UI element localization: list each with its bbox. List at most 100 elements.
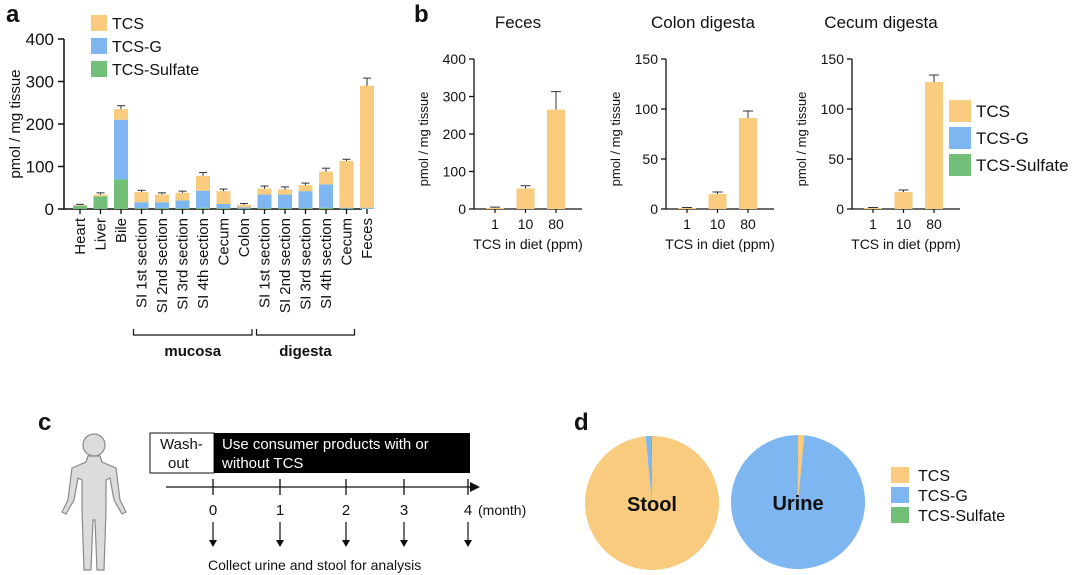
b2-y-tick-label: 100 — [635, 101, 659, 117]
timeline-tick-label: 2 — [342, 502, 350, 519]
b1-y-tick-label: 0 — [458, 201, 466, 217]
d-pie1-slice-tcs-sulfate — [650, 436, 652, 503]
b1-y-axis-label: pmol / mg tissue — [416, 92, 431, 187]
b1-y-tick-label: 200 — [443, 126, 467, 142]
b1-title: Feces — [495, 13, 541, 32]
a-bar-tcs-g — [339, 207, 354, 209]
b3-bar-tcs — [864, 208, 882, 209]
a-bar-tcs-sulfate — [298, 208, 313, 209]
b-legend-label-tcs: TCS — [976, 102, 1010, 121]
b2-y-tick-label: 0 — [650, 201, 658, 217]
a-bar-tcs — [237, 204, 251, 208]
a-x-tick-label: Feces — [359, 218, 376, 259]
a-bar-tcs-sulfate — [257, 208, 272, 209]
b3-bar-tcs — [894, 192, 913, 209]
a-group-bracket — [255, 329, 356, 336]
timeline: Wash- out Use consumer products with or … — [149, 432, 526, 573]
timeline-tick-label: 4 — [464, 502, 472, 519]
a-legend-label-tcs: TCS — [112, 16, 144, 33]
a-group-label-digesta: digesta — [279, 343, 332, 360]
b1-y-tick-label: 400 — [443, 51, 467, 67]
a-x-tick-label: SI 3rd section — [175, 218, 192, 310]
a-bar-tcs-g — [114, 119, 128, 180]
a-bar-tcs — [134, 192, 149, 203]
a-bar-tcs-sulfate — [216, 208, 231, 209]
b-legend-swatch-tcs — [949, 100, 971, 122]
a-x-tick-label: Cecum — [216, 218, 233, 266]
panel-label-b: b — [414, 1, 429, 28]
b2-y-tick-label: 150 — [635, 51, 659, 67]
a-bar-tcs-g — [196, 190, 210, 208]
d-legend-label-tcs-sulfate: TCS-Sulfate — [918, 508, 1005, 525]
d-pie1-slice-tcs — [585, 436, 720, 570]
washout-box — [149, 432, 215, 474]
panel-a-stacked-bar-chart: 0 100 200 300 400 pmol / mg tissue Heart Liver B… — [7, 15, 376, 360]
a-bar-tcs-g — [257, 194, 272, 209]
d-pie2-slice-tcs-sulfate — [797, 435, 798, 502]
b3-y-tick-label: 150 — [821, 51, 845, 67]
b2-x-tick-label: 80 — [740, 216, 756, 232]
b1-x-tick-label: 1 — [491, 216, 499, 232]
a-legend-swatch-tcs-g — [91, 38, 107, 54]
b3-y-tick-label: 0 — [836, 201, 844, 217]
a-bar-tcs-sulfate — [134, 208, 149, 209]
a-x-tick-label: SI 4th section — [318, 218, 335, 309]
human-figure-icon — [61, 433, 127, 571]
a-bar-tcs — [196, 175, 210, 191]
a-bar-tcs-sulfate — [93, 196, 108, 209]
a-y-tick-label: 0 — [45, 200, 54, 219]
a-bar-tcs-sulfate — [73, 205, 87, 209]
a-y-tick-label: 100 — [26, 158, 54, 177]
b3-x-tick-label: 10 — [896, 216, 912, 232]
a-y-tick-label: 400 — [26, 30, 54, 49]
d-legend-label-tcs-g: TCS-G — [918, 488, 968, 505]
a-bar-tcs — [257, 188, 272, 195]
b3-x-axis-label: TCS in diet (ppm) — [851, 236, 961, 252]
d-legend-swatch-tcs — [891, 467, 909, 483]
a-legend-label-tcs-g: TCS-G — [112, 39, 162, 56]
timeline-down-arrowhead — [464, 540, 472, 547]
b2-y-axis-label: pmol / mg tissue — [608, 92, 623, 187]
timeline-down-arrowhead — [400, 540, 408, 547]
a-bar-tcs — [114, 109, 128, 120]
d-pie1-slice-tcs-g — [645, 436, 652, 503]
b2-bar-tcs — [739, 118, 757, 209]
a-y-tick-label: 200 — [26, 115, 54, 134]
a-bar-tcs — [216, 191, 231, 204]
collect-label: Collect urine and stool for analysis — [208, 557, 421, 573]
panel-label-c: c — [38, 409, 51, 436]
d-pie2-slice-tcs — [798, 435, 805, 502]
a-bar-tcs-g — [134, 202, 149, 209]
b3-x-tick-label: 1 — [869, 216, 877, 232]
a-bar-tcs-sulfate — [278, 208, 292, 209]
d-pie-label-urine: Urine — [772, 493, 823, 515]
a-bar-tcs — [298, 185, 313, 192]
panel-label-d: d — [574, 409, 589, 436]
d-legend-label-tcs: TCS — [918, 468, 950, 485]
a-bar-tcs-sulfate — [155, 208, 169, 209]
a-bar-tcs-g — [298, 191, 313, 209]
a-group-bracket — [132, 329, 253, 336]
b2-bar-tcs — [678, 208, 696, 209]
d-pie2-slice-tcs-g — [730, 435, 865, 570]
a-x-tick-label: SI 4th section — [195, 218, 212, 309]
a-x-tick-label: Liver — [93, 218, 110, 251]
b2-x-tick-label: 10 — [710, 216, 726, 232]
b-legend-swatch-tcs-sulfate — [949, 154, 971, 176]
a-bar-tcs-g — [216, 203, 231, 209]
a-y-axis-label: pmol / mg tissue — [7, 69, 24, 178]
a-x-tick-label: SI 2nd section — [277, 218, 294, 313]
treatment-phase-label: Use consumer products with or without TC… — [221, 436, 433, 472]
a-legend-swatch-tcs — [91, 15, 107, 31]
a-bar-tcs — [360, 85, 374, 208]
a-bar-tcs-g — [360, 207, 374, 209]
panel-label-a: a — [6, 1, 20, 28]
a-legend-label-tcs-sulfate: TCS-Sulfate — [112, 62, 199, 79]
b3-title: Cecum digesta — [824, 13, 938, 32]
a-y-tick-label: 300 — [26, 73, 54, 92]
a-x-tick-label: SI 2nd section — [154, 218, 171, 313]
b3-x-tick-label: 80 — [926, 216, 942, 232]
a-bar-tcs-sulfate — [175, 208, 190, 209]
b1-y-tick-label: 300 — [443, 89, 467, 105]
